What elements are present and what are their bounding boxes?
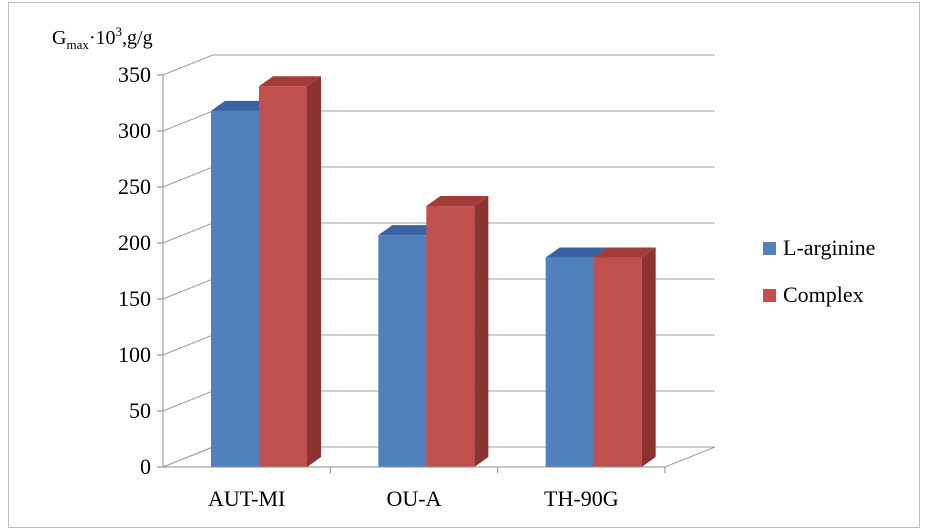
bar-l-arginine-aut-mi (211, 110, 259, 467)
bar-top (545, 247, 608, 258)
y-tick-label: 300 (118, 118, 151, 143)
legend-swatch (763, 242, 776, 255)
bar-complex-th-90g (593, 257, 642, 467)
bar-side (307, 76, 321, 467)
bar-side (474, 196, 489, 468)
bar-top (426, 196, 489, 207)
gridline-diagonal (162, 54, 214, 76)
x-tick-label: OU-A (387, 486, 442, 511)
bars (211, 76, 656, 468)
legend-label: L-arginine (783, 235, 875, 260)
legend-label: Complex (783, 282, 864, 307)
y-tick-label: 150 (118, 286, 151, 311)
y-tick-label: 0 (140, 454, 151, 479)
x-tick-labels: AUT-MI OU-A TH-90G (208, 486, 619, 511)
y-tick-label: 350 (118, 62, 151, 87)
gridline-diagonal (162, 334, 214, 356)
bar-side (641, 247, 656, 467)
bar-top (378, 225, 441, 236)
bar-top (259, 76, 321, 87)
gridline-diagonal (162, 110, 214, 132)
bar-top (211, 100, 273, 111)
bar-complex-aut-mi (259, 86, 307, 467)
y-tick-label: 100 (118, 342, 151, 367)
bar-l-arginine-ou-a (378, 235, 427, 467)
x-tick-label: AUT-MI (208, 486, 285, 511)
y-tick-label: 200 (118, 230, 151, 255)
gridline-diagonal (162, 390, 214, 412)
axes (157, 74, 666, 473)
bar-complex-ou-a (426, 206, 475, 468)
gridline-diagonal (162, 446, 214, 468)
gridline-diagonal (162, 278, 214, 300)
legend: L-arginine Complex (763, 235, 875, 307)
x-tick-label: TH-90G (544, 486, 619, 511)
y-tick-labels: 0 50 100 150 200 250 300 350 (118, 62, 151, 479)
legend-swatch (763, 289, 776, 302)
y-axis-label: Gmax·103,g/g (52, 24, 153, 52)
gridline-diagonal (162, 222, 214, 244)
y-tick-label: 250 (118, 174, 151, 199)
gridline-diagonal (162, 166, 214, 188)
bar-top (593, 247, 656, 258)
y-tick-label: 50 (129, 398, 151, 423)
bar-l-arginine-th-90g (545, 257, 594, 467)
